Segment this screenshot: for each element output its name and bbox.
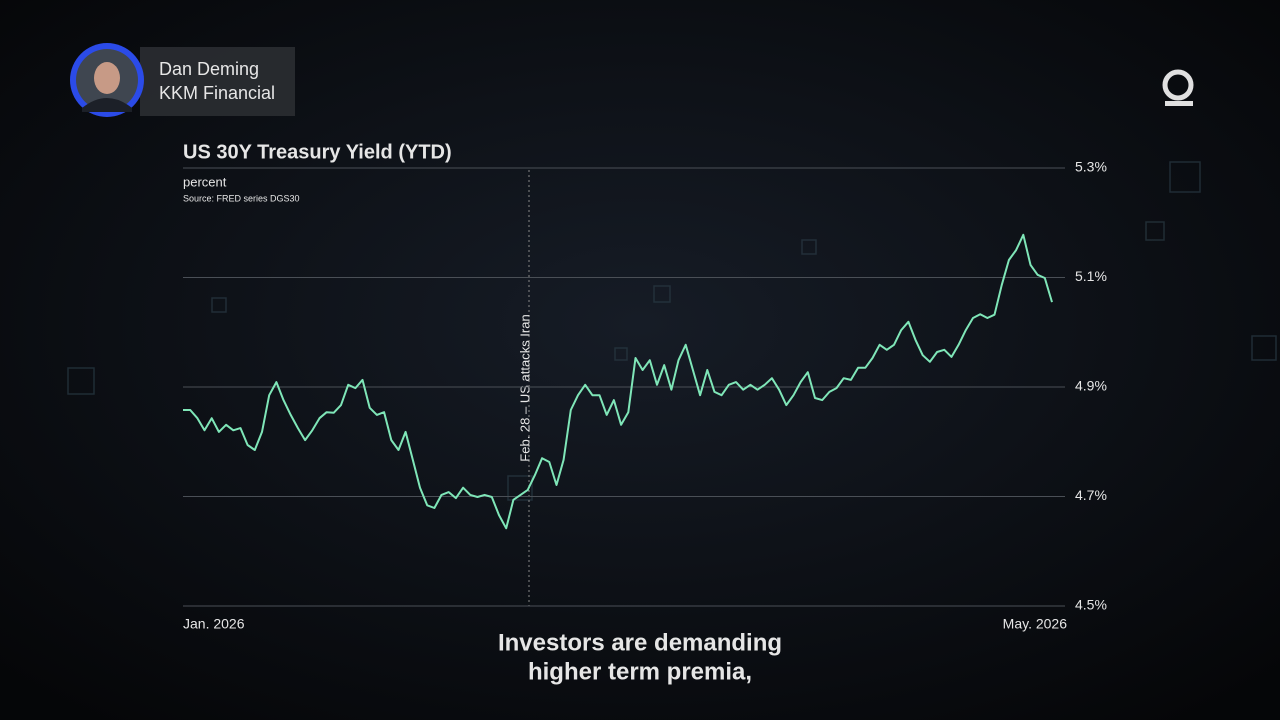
logo: [1162, 69, 1194, 106]
y-tick-label: 4.5%: [1075, 597, 1107, 613]
chart-subtitle: percent: [183, 174, 227, 189]
y-tick-label: 5.1%: [1075, 268, 1107, 284]
avatar-suit: [82, 98, 132, 112]
y-tick-label: 5.3%: [1075, 159, 1107, 175]
logo-bar: [1165, 101, 1193, 106]
y-tick-label: 4.7%: [1075, 487, 1107, 503]
x-tick-label: May. 2026: [1003, 616, 1068, 632]
data-line: [183, 233, 1053, 530]
avatar-face: [94, 62, 120, 94]
caption-line: Investors are demanding: [498, 629, 782, 656]
caption-line: higher term premia,: [528, 658, 752, 685]
logo-ring: [1162, 69, 1194, 101]
annotation-label: Feb. 28 – US attacks Iran: [517, 314, 532, 461]
name-box: [140, 47, 295, 116]
speaker-company: KKM Financial: [159, 83, 275, 103]
y-tick-label: 4.9%: [1075, 378, 1107, 394]
chart-source: Source: FRED series DGS30: [183, 193, 300, 203]
decor: [67, 161, 1277, 501]
speaker-name: Dan Deming: [159, 59, 259, 79]
x-tick-label: Jan. 2026: [183, 616, 245, 632]
chart-title: US 30Y Treasury Yield (YTD): [183, 141, 452, 163]
